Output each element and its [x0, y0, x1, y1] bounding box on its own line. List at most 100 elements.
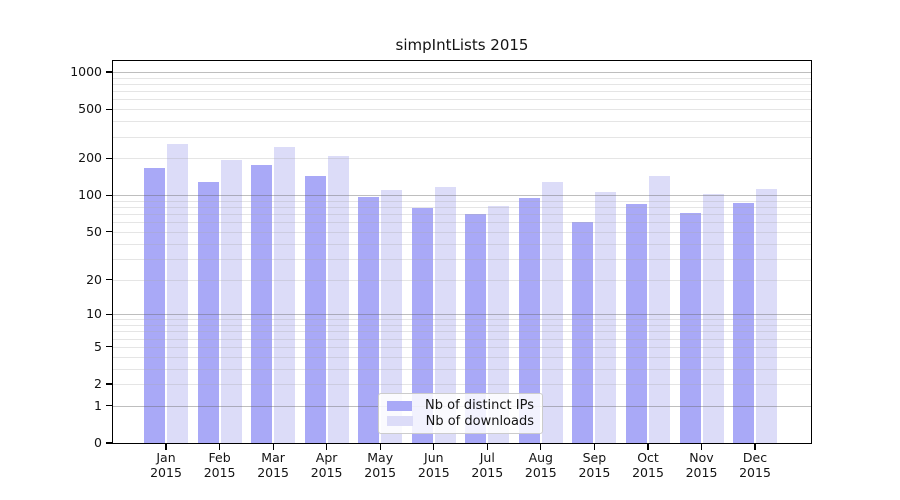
x-tick-mark: [272, 443, 274, 450]
gridline-minor: [113, 331, 811, 333]
gridline-minor: [113, 121, 811, 123]
gridline-major: [113, 314, 811, 316]
bar-nb-of-downloads-aug: [541, 182, 563, 443]
bar-nb-of-downloads-sep: [595, 192, 617, 443]
x-tick-mark: [593, 443, 596, 450]
y-tick-label: 2: [94, 376, 102, 391]
x-tick-label: Nov 2015: [670, 450, 734, 480]
gridline-minor: [113, 136, 811, 138]
y-tick-mark: [106, 194, 113, 196]
bar-nb-of-distinct-ips-dec: [733, 202, 754, 443]
bar-nb-of-distinct-ips-apr: [304, 176, 326, 443]
bar-nb-of-distinct-ips-jul: [465, 214, 487, 443]
bar-nb-of-downloads-apr: [327, 156, 349, 443]
y-tick-label: 50: [86, 223, 102, 239]
x-tick-mark: [486, 443, 488, 450]
x-tick-year: 2015: [524, 465, 557, 480]
gridline-major: [113, 195, 811, 197]
gridline-minor: [113, 346, 811, 348]
x-tick-month: Apr: [315, 450, 338, 465]
gridline-minor: [113, 214, 811, 216]
x-tick-month: Dec: [742, 450, 768, 465]
y-tick-label: 500: [78, 101, 102, 117]
x-tick-year: 2015: [417, 465, 450, 480]
x-tick-month: Oct: [637, 450, 659, 465]
y-tick-mark: [106, 157, 113, 159]
x-tick-year: 2015: [632, 465, 664, 480]
bar-nb-of-distinct-ips-nov: [679, 212, 701, 443]
x-tick-mark: [379, 443, 381, 450]
bar-nb-of-downloads-jun: [434, 187, 456, 443]
bar-nb-of-downloads-dec: [756, 189, 777, 443]
y-tick-mark: [106, 346, 113, 348]
x-tick-label: Sep 2015: [562, 450, 626, 480]
plot-area: Nb of distinct IPs Nb of downloads: [113, 61, 811, 443]
x-tick-label: Jul 2015: [455, 450, 519, 480]
x-tick-mark: [754, 443, 756, 450]
x-tick-label: Jan 2015: [134, 450, 198, 480]
x-tick-mark: [218, 443, 221, 450]
gridline-minor: [113, 325, 811, 326]
x-tick-label: Dec 2015: [723, 450, 787, 480]
gridline-major: [113, 71, 811, 74]
x-tick-month: May: [367, 450, 394, 465]
y-tick-mark: [106, 231, 113, 233]
y-tick-label: 1000: [70, 63, 102, 79]
legend-label: Nb of distinct IPs: [425, 398, 534, 414]
gridline-minor: [113, 243, 811, 245]
x-tick-label: Aug 2015: [509, 450, 573, 480]
bar-nb-of-distinct-ips-mar: [251, 164, 273, 443]
gridline-minor: [113, 77, 811, 79]
x-tick-month: Nov: [689, 450, 714, 465]
gridline-minor: [113, 356, 811, 358]
y-tick-mark: [106, 71, 113, 73]
x-tick-label: Mar 2015: [241, 450, 305, 480]
gridline-minor: [113, 99, 811, 101]
y-tick-mark: [106, 108, 113, 110]
y-tick-mark: [106, 442, 113, 444]
bar-nb-of-downloads-may: [381, 190, 403, 443]
x-tick-year: 2015: [310, 465, 343, 480]
gridline-minor: [113, 258, 811, 260]
x-tick-month: Jun: [424, 450, 444, 465]
legend-item: Nb of downloads: [387, 414, 534, 429]
x-tick-label: May 2015: [348, 450, 412, 480]
x-tick-month: Mar: [261, 450, 285, 465]
x-tick-year: 2015: [471, 465, 504, 480]
y-tick-mark: [106, 278, 113, 281]
bar-nb-of-distinct-ips-aug: [518, 197, 540, 443]
x-tick-month: Jul: [479, 450, 495, 465]
x-tick-mark: [700, 443, 703, 450]
y-tick-label: 10: [86, 306, 102, 322]
legend: Nb of distinct IPs Nb of downloads: [378, 393, 543, 434]
gridline-minor: [113, 279, 811, 281]
x-tick-year: 2015: [685, 465, 718, 480]
bar-nb-of-downloads-feb: [220, 159, 242, 443]
bar-nb-of-distinct-ips-jan: [144, 168, 165, 443]
y-tick-mark: [106, 313, 113, 315]
x-tick-mark: [165, 443, 167, 450]
x-tick-month: Jan: [156, 450, 176, 465]
x-tick-label: Oct 2015: [616, 450, 680, 480]
y-tick-label: 100: [78, 187, 102, 203]
gridline-minor: [113, 231, 811, 233]
y-tick-label: 20: [86, 271, 102, 287]
gridline-minor: [113, 368, 811, 370]
gridline-minor: [113, 91, 811, 93]
legend-swatch-distinct-ips: [387, 400, 413, 411]
bar-nb-of-downloads-jan: [167, 144, 188, 443]
bar-nb-of-distinct-ips-jun: [411, 207, 433, 443]
x-tick-label: Jun 2015: [402, 450, 466, 480]
y-tick-mark: [106, 383, 113, 385]
gridline-minor: [113, 222, 811, 224]
x-tick-label: Apr 2015: [295, 450, 359, 480]
gridline-minor: [113, 319, 811, 321]
x-tick-mark: [326, 443, 328, 450]
x-tick-label: Feb 2015: [188, 450, 252, 480]
bar-nb-of-distinct-ips-may: [358, 196, 380, 443]
y-tick-label: 1: [94, 397, 102, 413]
bar-nb-of-downloads-jul: [488, 206, 510, 443]
gridline-minor: [113, 207, 811, 208]
gridline-minor: [113, 200, 811, 202]
